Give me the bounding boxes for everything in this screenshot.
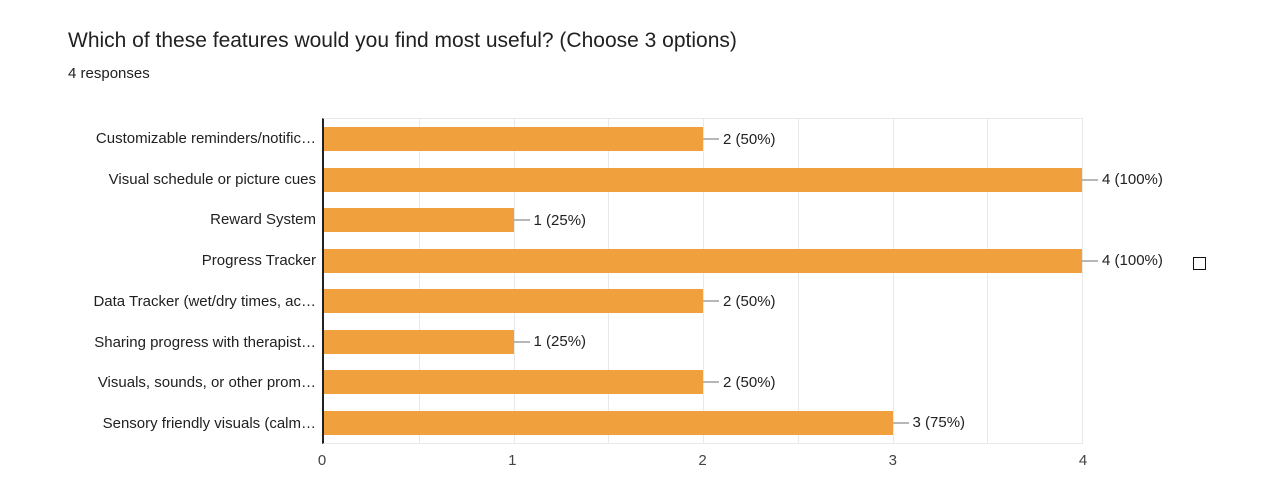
value-label: 4 (100%) xyxy=(1102,171,1163,189)
value-label: 3 (75%) xyxy=(912,414,966,432)
connector-line xyxy=(513,219,530,222)
bar-row: 1 (25%) xyxy=(324,322,1082,363)
category-label: Sharing progress with therapist… xyxy=(94,333,316,351)
connector-line xyxy=(513,340,530,343)
gridline xyxy=(513,119,515,443)
bar-row: 4 (100%) xyxy=(324,241,1163,282)
x-axis: 0 1 2 3 4 xyxy=(318,452,1087,472)
value-label: 2 (50%) xyxy=(723,130,776,148)
gridline xyxy=(987,119,989,443)
bar xyxy=(324,248,1082,273)
category-label: Visuals, sounds, or other prom… xyxy=(97,374,316,392)
category-label: Sensory friendly visuals (calm… xyxy=(102,415,316,433)
category-axis: Customizable reminders/notific… Visual sc… xyxy=(0,118,316,444)
gridline xyxy=(703,119,704,443)
bar xyxy=(324,167,1082,192)
connector-line xyxy=(1082,178,1098,181)
category-label: Visual schedule or picture cues xyxy=(108,170,316,188)
bar-row: 1 (25%) xyxy=(324,200,1082,241)
bar-row: 2 (50%) xyxy=(324,362,1082,403)
x-tick-label: 2 xyxy=(698,452,707,469)
value-label: 4 (100%) xyxy=(1102,252,1163,270)
bar-row: 2 (50%) xyxy=(324,281,1082,322)
chart-subtitle: 4 responses xyxy=(68,65,150,82)
bar-row: 3 (75%) xyxy=(324,403,1082,444)
bar xyxy=(324,208,514,233)
category-label: Reward System xyxy=(210,211,316,229)
gridline xyxy=(418,119,420,443)
connector-line xyxy=(703,381,719,384)
value-label: 1 (25%) xyxy=(533,333,587,351)
chart-title: Which of these features would you find m… xyxy=(68,29,737,52)
connector-line xyxy=(703,300,719,303)
category-label: Customizable reminders/notific… xyxy=(95,129,316,147)
value-label: 1 (25%) xyxy=(533,211,587,229)
gridline xyxy=(608,119,610,443)
x-tick-label: 4 xyxy=(1078,452,1088,469)
connector-line xyxy=(892,421,909,424)
gridline xyxy=(1082,119,1083,443)
category-label: Progress Tracker xyxy=(201,252,316,270)
x-tick-label: 1 xyxy=(508,452,517,469)
bar xyxy=(324,329,514,354)
empty-square-icon xyxy=(1193,257,1206,270)
gridline xyxy=(797,119,799,443)
bar xyxy=(324,289,703,314)
category-label: Data Tracker (wet/dry times, ac… xyxy=(93,292,316,310)
bar-row: 4 (100%) xyxy=(324,160,1163,201)
gridline xyxy=(892,119,894,443)
x-tick-label: 0 xyxy=(317,452,327,469)
bar xyxy=(324,127,703,152)
bar xyxy=(324,370,703,395)
value-label: 2 (50%) xyxy=(723,373,776,391)
plot-area: 2 (50%) 4 (100%) 1 (25%) 4 (100%) 2 (50%) 1 (… xyxy=(322,118,1163,444)
bar-rows: 2 (50%) 4 (100%) 1 (25%) 4 (100%) 2 (50%) 1 (… xyxy=(324,119,1163,444)
bar-row: 2 (50%) xyxy=(324,119,1082,160)
connector-line xyxy=(1082,259,1098,262)
value-label: 2 (50%) xyxy=(723,292,776,310)
x-tick-label: 3 xyxy=(888,452,897,469)
connector-line xyxy=(703,138,719,141)
bar xyxy=(324,410,893,435)
